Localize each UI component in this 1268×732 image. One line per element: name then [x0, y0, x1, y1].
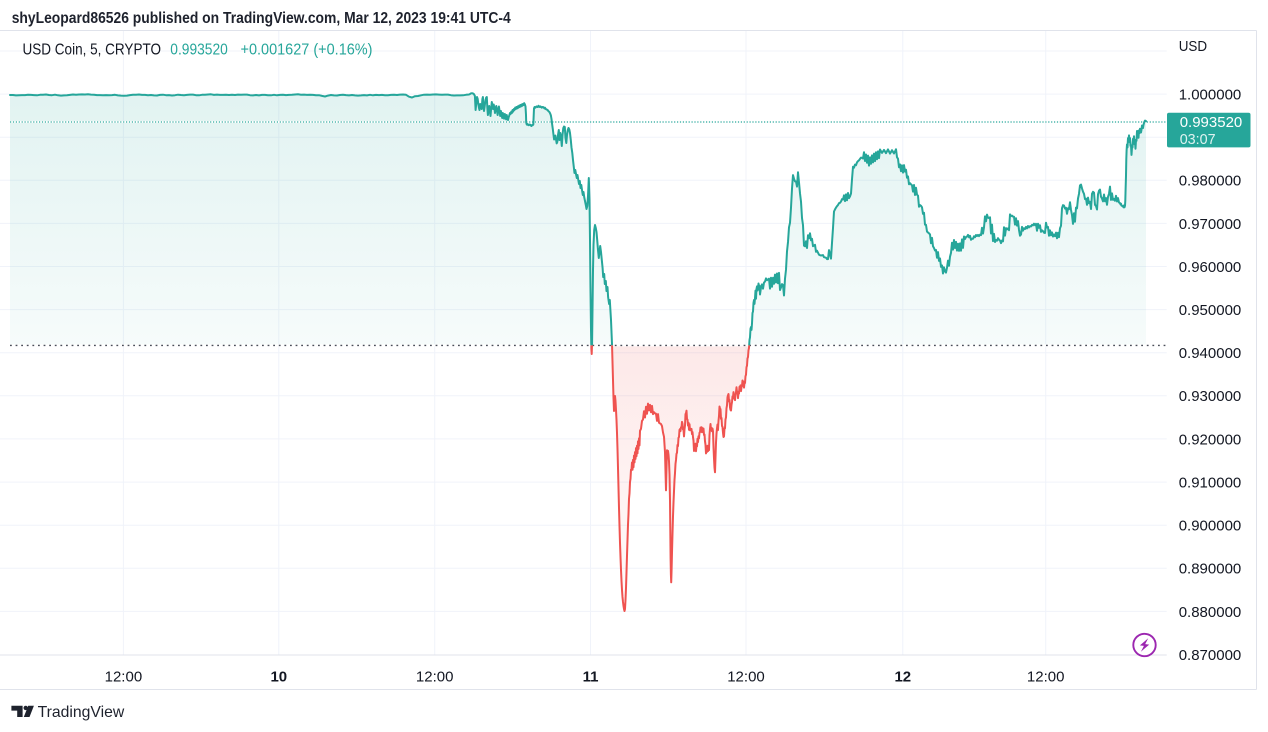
svg-text:03:07: 03:07 [1180, 131, 1216, 148]
svg-text:0.970000: 0.970000 [1179, 216, 1242, 233]
svg-text:0.910000: 0.910000 [1179, 475, 1242, 492]
svg-text:0.880000: 0.880000 [1179, 604, 1242, 621]
svg-text:11: 11 [583, 668, 599, 685]
svg-text:10: 10 [270, 668, 287, 685]
svg-text:12:00: 12:00 [105, 668, 143, 685]
svg-text:0.960000: 0.960000 [1179, 259, 1242, 276]
svg-text:0.993520: 0.993520 [1180, 114, 1243, 131]
svg-text:12:00: 12:00 [727, 668, 765, 685]
svg-text:0.920000: 0.920000 [1179, 431, 1242, 448]
svg-text:USD: USD [1179, 38, 1208, 55]
svg-text:0.930000: 0.930000 [1179, 388, 1242, 405]
svg-text:1.000000: 1.000000 [1179, 87, 1242, 104]
svg-text:TradingView: TradingView [38, 704, 125, 721]
svg-text:0.940000: 0.940000 [1179, 345, 1242, 362]
svg-text:12:00: 12:00 [1027, 668, 1065, 685]
svg-text:0.980000: 0.980000 [1179, 173, 1242, 190]
svg-text:USD Coin, 5, CRYPTO: USD Coin, 5, CRYPTO [23, 41, 162, 58]
svg-text:12:00: 12:00 [416, 668, 454, 685]
svg-text:+0.001627 (+0.16%): +0.001627 (+0.16%) [241, 41, 373, 58]
svg-text:0.993520: 0.993520 [170, 41, 228, 58]
svg-text:0.900000: 0.900000 [1179, 518, 1242, 535]
svg-text:0.950000: 0.950000 [1179, 302, 1242, 319]
svg-text:12: 12 [894, 668, 911, 685]
svg-text:0.890000: 0.890000 [1179, 561, 1242, 578]
svg-text:0.870000: 0.870000 [1179, 647, 1242, 664]
svg-text:shyLeopard86526 published on T: shyLeopard86526 published on TradingView… [12, 10, 511, 27]
